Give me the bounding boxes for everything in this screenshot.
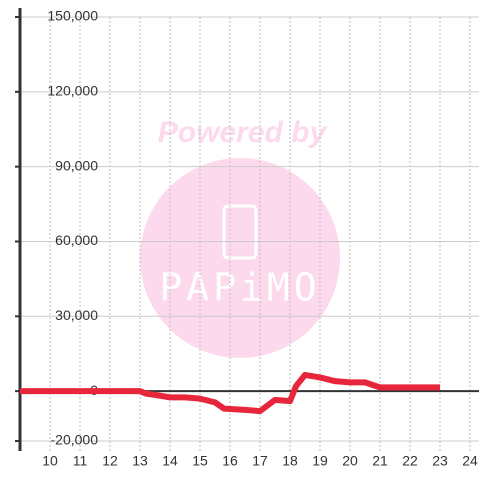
watermark: Powered by PAPiMO bbox=[140, 116, 340, 358]
data-line bbox=[20, 371, 440, 415]
y-tick-label: 150,000 bbox=[47, 8, 98, 24]
y-tick-label: -20,000 bbox=[51, 432, 99, 448]
watermark-logo: PAPiMO bbox=[159, 266, 320, 310]
x-tick-label: 15 bbox=[192, 453, 208, 469]
x-tick-label: 14 bbox=[162, 453, 178, 469]
x-tick-label: 24 bbox=[462, 453, 478, 469]
y-tick-label: 30,000 bbox=[55, 307, 98, 323]
y-tick-label: 60,000 bbox=[55, 232, 98, 248]
y-tick-label: 120,000 bbox=[47, 83, 98, 99]
watermark-text: Powered by bbox=[158, 116, 328, 149]
x-tick-label: 11 bbox=[73, 453, 88, 469]
x-tick-label: 21 bbox=[372, 453, 388, 469]
y-tick-label: 90,000 bbox=[55, 157, 98, 173]
x-tick-label: 17 bbox=[252, 453, 268, 469]
x-tick-label: 18 bbox=[282, 453, 298, 469]
x-tick-label: 20 bbox=[342, 453, 358, 469]
x-tick-label: 19 bbox=[312, 453, 328, 469]
x-tick-label: 16 bbox=[222, 453, 238, 469]
watermark-icon bbox=[222, 204, 258, 260]
x-tick-label: 12 bbox=[102, 453, 118, 469]
x-tick-label: 10 bbox=[42, 453, 58, 469]
x-tick-label: 13 bbox=[132, 453, 148, 469]
x-tick-label: 22 bbox=[402, 453, 418, 469]
x-tick-label: 23 bbox=[432, 453, 448, 469]
